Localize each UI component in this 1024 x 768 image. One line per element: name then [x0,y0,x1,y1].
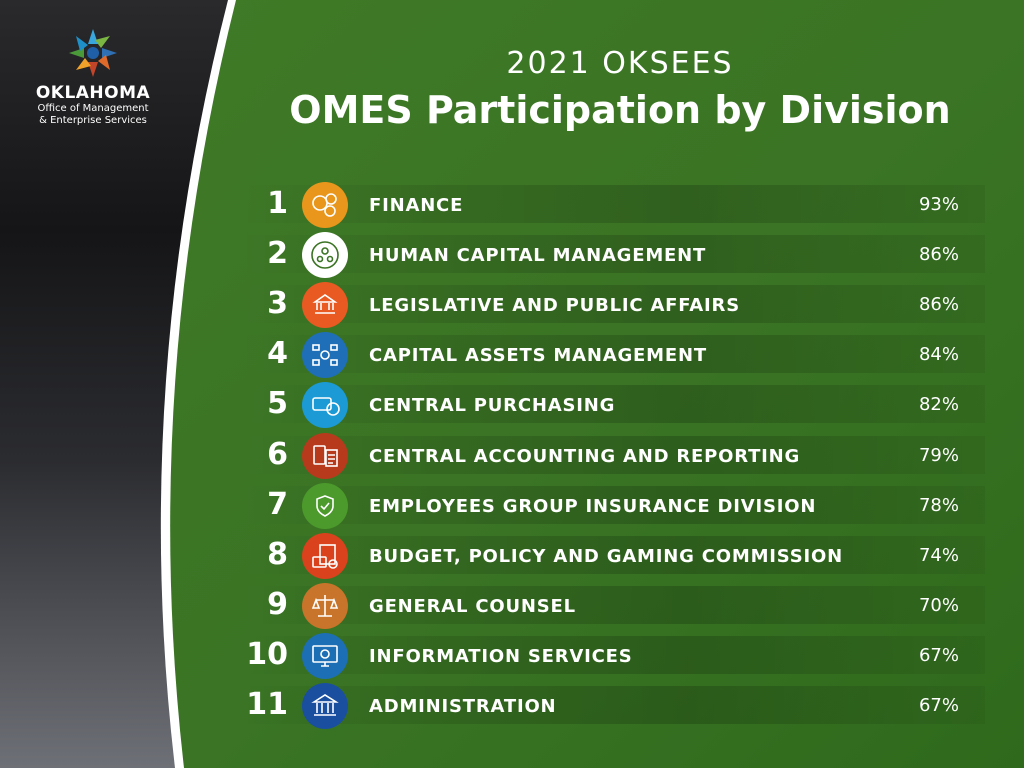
table-row: 9 GENERAL COUNSEL 70% [240,582,985,629]
row-band [240,585,985,624]
rank-label: 3 [267,286,288,322]
chart-title: OMES Participation by Division [289,88,951,132]
table-row: 2 HUMAN CAPITAL MANAGEMENT 86% [240,231,985,279]
participation-percent: 67% [918,695,959,716]
capitol-building-icon [302,683,348,729]
scales-icon [302,582,348,629]
table-row: 6 CENTRAL ACCOUNTING AND REPORTING 79% [240,432,985,479]
table-row: 11 ADMINISTRATION 67% [240,682,985,729]
participation-percent: 74% [918,544,959,566]
row-band [240,235,985,274]
table-row: 8 BUDGET, POLICY AND GAMING COMMISSION 74% [240,532,985,579]
row-band [240,335,985,374]
monitor-gear-icon [302,632,348,679]
participation-percent: 78% [918,494,959,516]
rank-label: 11 [246,687,288,722]
row-band [240,185,985,223]
division-name: BUDGET, POLICY AND GAMING COMMISSION [369,545,843,567]
table-row: 3 LEGISLATIVE AND PUBLIC AFFAIRS 86% [240,281,985,329]
rank-label: 9 [267,586,288,622]
participation-percent: 79% [918,444,959,466]
rank-label: 4 [267,336,288,372]
participation-percent: 82% [918,394,959,416]
calculator-report-icon [302,432,348,479]
omes-logo: OKLAHOMA Office of Management & Enterpri… [18,26,168,127]
table-row: 7 EMPLOYEES GROUP INSURANCE DIVISION 78% [240,482,985,529]
shield-people-icon [302,482,348,529]
row-band [240,485,985,524]
division-name: GENERAL COUNSEL [369,595,576,617]
rank-label: 2 [267,236,288,272]
logo-wordmark: OKLAHOMA [35,83,151,103]
people-cycle-icon [302,232,348,279]
participation-percent: 70% [918,594,959,616]
division-name: INFORMATION SERVICES [369,645,633,667]
rank-label: 5 [267,386,288,422]
logo-subtitle-line1: Office of Management [37,103,149,114]
division-name: ADMINISTRATION [369,696,557,717]
row-band [240,635,985,674]
oklahoma-star-logo-icon [69,29,117,77]
division-name: CENTRAL PURCHASING [369,395,616,417]
rank-label: 8 [267,536,288,572]
row-band [240,285,985,324]
table-row: 10 INFORMATION SERVICES 67% [240,632,985,679]
division-name: CAPITAL ASSETS MANAGEMENT [369,345,707,367]
participation-percent: 86% [918,244,959,266]
row-band [240,686,985,724]
participation-percent: 84% [918,344,959,366]
budget-document-icon [302,532,348,579]
rank-label: 1 [267,186,288,221]
logo-subtitle-line2: & Enterprise Services [39,115,147,126]
participation-percent: 86% [918,294,959,316]
row-band [240,385,985,424]
rank-label: 6 [267,436,288,472]
division-name: EMPLOYEES GROUP INSURANCE DIVISION [369,495,817,517]
row-band [240,435,985,474]
participation-percent: 93% [918,194,959,215]
division-name: FINANCE [369,195,464,216]
capitol-handshake-icon [302,282,348,329]
card-dollar-icon [302,382,348,429]
participation-percent: 67% [918,644,959,666]
table-row: 4 CAPITAL ASSETS MANAGEMENT 84% [240,331,985,379]
table-row: 1 FINANCE 93% [240,181,985,228]
chart-subtitle: 2021 OKSEES [506,46,734,81]
division-name: HUMAN CAPITAL MANAGEMENT [369,245,707,267]
assets-network-icon [302,332,348,379]
division-name: LEGISLATIVE AND PUBLIC AFFAIRS [369,295,740,317]
rank-label: 10 [246,636,288,672]
table-row: 5 CENTRAL PURCHASING 82% [240,381,985,429]
row-band [240,535,985,574]
gears-dollar-icon [302,182,348,228]
rank-label: 7 [267,486,288,522]
division-name: CENTRAL ACCOUNTING AND REPORTING [369,445,801,467]
